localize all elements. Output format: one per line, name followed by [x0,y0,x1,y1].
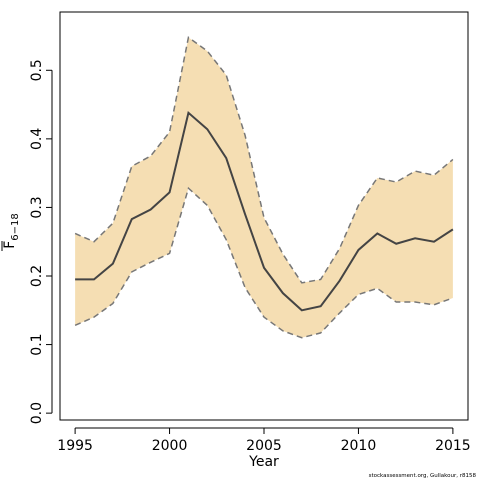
y-axis-label-subscript: 6−18 [10,213,21,240]
y-axis-label-main: F [2,241,18,249]
x-axis: 1995 2000 2005 2010 2015 [57,427,471,454]
y-axis-label: F6−18 [1,213,21,251]
y-tick-label: 0.3 [29,196,45,218]
x-tick-label: 2005 [246,438,282,454]
x-tick-label: 2015 [435,438,471,454]
lower-bound-line [74,186,454,339]
x-tick-label: 2010 [341,438,377,454]
y-axis: 0.0 0.1 0.2 0.3 0.4 0.5 [29,59,53,424]
y-tick-label: 0.4 [29,128,45,150]
svg-text:F6−18: F6−18 [2,213,21,249]
y-tick-label: 0.1 [29,333,45,355]
x-axis-label: Year [248,454,279,470]
y-tick-label: 0.2 [29,265,45,287]
x-tick-label: 1995 [57,438,93,454]
y-tick-label: 0.5 [29,59,45,81]
estimate-line [75,110,454,312]
plot-frame [59,11,469,421]
y-tick-label: 0.0 [29,402,45,424]
upper-bound-line [74,36,454,284]
x-tick-label: 2000 [152,438,188,454]
confidence-band [75,37,453,338]
credit-text: stockassessment.org, Gullakour, r8158 [369,473,477,479]
